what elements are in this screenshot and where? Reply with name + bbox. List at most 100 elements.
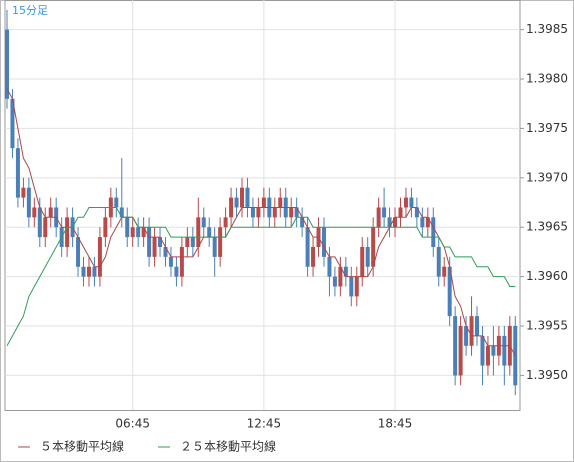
candle-body xyxy=(92,266,97,277)
candle-body xyxy=(431,217,436,247)
candle-body xyxy=(502,335,507,366)
candle-body xyxy=(398,207,403,218)
candle-body xyxy=(15,148,20,198)
candle-body xyxy=(5,29,9,99)
candle-body xyxy=(365,246,370,267)
candle-body xyxy=(261,197,266,208)
candle-body xyxy=(37,207,42,238)
candle-body xyxy=(125,217,130,238)
candle-body xyxy=(387,217,392,228)
candle-body xyxy=(464,326,469,346)
candle-body xyxy=(207,227,212,238)
candle-body xyxy=(403,197,408,208)
candle-body xyxy=(245,187,250,208)
candle-body xyxy=(300,217,305,228)
candle-body xyxy=(475,316,480,336)
candle-body xyxy=(43,217,48,238)
candle-body xyxy=(382,207,387,218)
candle-body xyxy=(453,316,458,376)
candle-body xyxy=(393,217,398,228)
candle-body xyxy=(371,227,376,267)
y-tick-label: 1.3980 xyxy=(526,72,568,86)
candle-body xyxy=(97,237,102,277)
candle-body xyxy=(332,276,337,287)
candle-body xyxy=(223,217,228,228)
y-tick-label: 1.3985 xyxy=(526,22,568,36)
candle-body xyxy=(250,207,255,218)
candle-body xyxy=(469,316,474,346)
x-tick-label: 06:45 xyxy=(115,417,150,431)
moving-average-line xyxy=(6,88,516,356)
candle-body xyxy=(234,197,239,208)
timeframe-label: 15分足 xyxy=(12,4,48,17)
y-tick-label: 1.3970 xyxy=(526,170,568,184)
candle-body xyxy=(168,256,173,267)
candle-body xyxy=(376,207,381,228)
candle-body xyxy=(414,207,419,218)
candle-body xyxy=(289,207,294,218)
candle-body xyxy=(130,227,135,238)
legend-label: ５本移動平均線 xyxy=(40,439,124,454)
candle-body xyxy=(343,266,348,277)
y-tick-label: 1.3960 xyxy=(526,269,568,283)
candle-body xyxy=(179,246,184,277)
x-tick-label: 12:45 xyxy=(247,417,282,431)
candle-body xyxy=(229,197,234,218)
candle-body xyxy=(10,98,15,149)
candle-body xyxy=(212,237,217,257)
moving-average-line xyxy=(6,207,516,347)
candle-body xyxy=(136,227,141,238)
candle-body xyxy=(409,197,414,208)
candle-body xyxy=(349,276,354,297)
candle-body xyxy=(442,266,447,277)
candle-body xyxy=(256,207,261,218)
candle-body xyxy=(81,266,86,277)
candle-body xyxy=(152,237,157,257)
candle-body xyxy=(185,237,190,247)
candle-body xyxy=(305,227,310,267)
candle-body xyxy=(76,237,81,267)
candle-body xyxy=(174,266,179,277)
candle-body xyxy=(458,326,463,376)
candle-body xyxy=(447,266,452,317)
candle-body xyxy=(321,227,326,257)
legend-label: ２５本移動平均線 xyxy=(180,439,276,454)
candle-body xyxy=(32,207,37,218)
y-tick-label: 1.3950 xyxy=(526,368,568,382)
candle-body xyxy=(480,335,485,366)
candle-body xyxy=(272,207,277,218)
candle-body xyxy=(360,246,365,277)
candle-body xyxy=(114,197,119,208)
candle-body xyxy=(201,217,206,228)
candle-body xyxy=(436,246,441,277)
candle-body xyxy=(158,237,163,247)
candle-body xyxy=(119,207,124,218)
candle-body xyxy=(311,246,316,267)
candle-body xyxy=(327,256,332,277)
y-tick-label: 1.3955 xyxy=(526,319,568,333)
candle-body xyxy=(240,187,245,208)
candle-body xyxy=(278,197,283,208)
candle-body xyxy=(48,207,53,218)
candle-body xyxy=(86,266,91,277)
candle-body xyxy=(491,345,496,356)
candle-body xyxy=(218,227,223,257)
candle-body xyxy=(65,217,70,247)
candle-body xyxy=(26,187,31,218)
candle-body xyxy=(485,345,490,366)
candle-body xyxy=(425,217,430,228)
candle-body xyxy=(354,276,359,297)
candle-body xyxy=(294,207,299,218)
candle-body xyxy=(190,237,195,247)
y-tick-label: 1.3975 xyxy=(526,121,568,135)
candle-body xyxy=(147,227,152,257)
y-tick-label: 1.3965 xyxy=(526,220,568,234)
candle-body xyxy=(420,217,425,228)
candle-body xyxy=(141,227,146,238)
candle-body xyxy=(163,246,168,257)
x-tick-label: 18:45 xyxy=(378,417,413,431)
candle-body xyxy=(103,217,108,238)
candle-body xyxy=(338,266,343,287)
candle-body xyxy=(196,217,201,247)
